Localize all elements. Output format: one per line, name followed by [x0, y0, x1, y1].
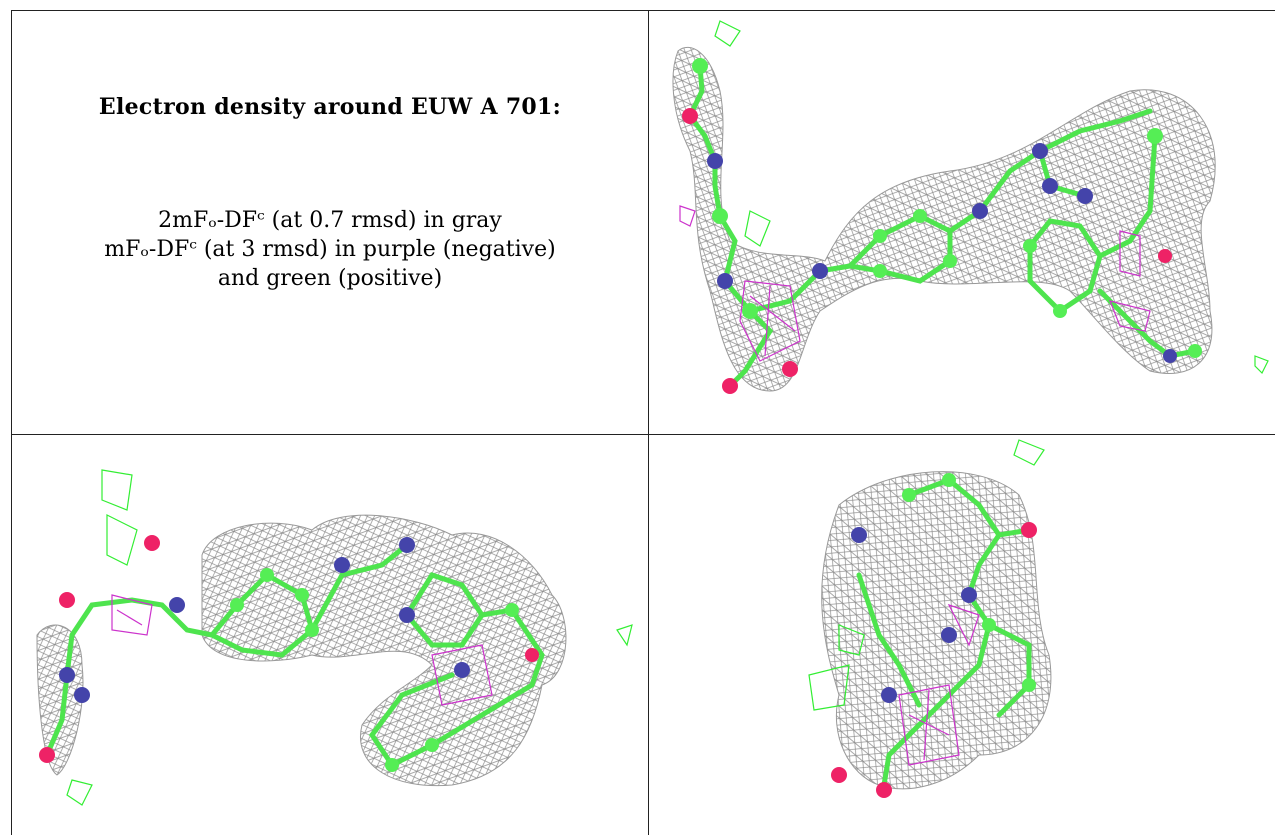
density-view-bottom-left [12, 435, 648, 835]
table-middle-border [648, 10, 649, 835]
negative-density [898, 684, 960, 766]
negative-density [111, 594, 153, 636]
positive-density [714, 20, 771, 247]
positive-density [101, 469, 138, 566]
caption-line-fofc: mFₒ-DFᶜ (at 3 rmsd) in purple (negative) [104, 237, 556, 262]
figure-caption: Electron density around EUW A 701: 2mFₒ-… [12, 10, 648, 432]
density-image-bottom-left [36, 469, 633, 806]
density-mesh [821, 471, 1052, 790]
density-image-top-right [672, 20, 1269, 394]
density-mesh [672, 46, 1216, 392]
table-top-border [11, 10, 1275, 11]
density-view-bottom-right [649, 435, 1275, 835]
negative-density [739, 280, 801, 362]
table-row-divider [11, 434, 1275, 435]
caption-legend: 2mFₒ-DFᶜ (at 0.7 rmsd) in gray mFₒ-DFᶜ (… [12, 206, 648, 293]
density-image-bottom-right [808, 439, 1052, 798]
caption-line-positive: and green (positive) [217, 266, 443, 291]
positive-density [808, 439, 1045, 711]
caption-title: Electron density around EUW A 701: [98, 94, 562, 120]
caption-line-2fofc: 2mFₒ-DFᶜ (at 0.7 rmsd) in gray [158, 208, 502, 233]
table-left-border [11, 10, 12, 835]
density-view-top-right [650, 11, 1275, 434]
